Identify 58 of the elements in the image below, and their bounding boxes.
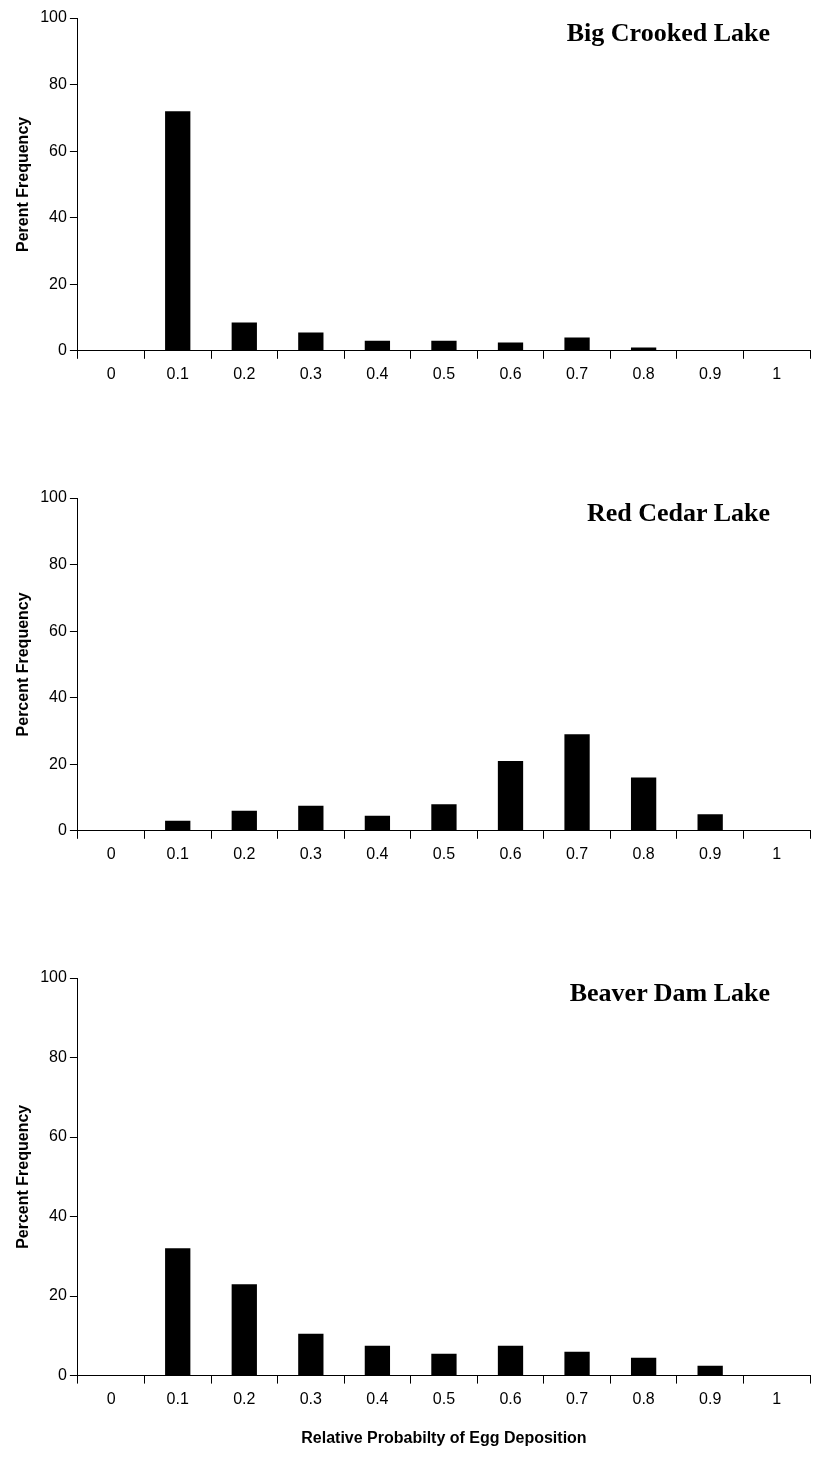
y-tick-label: 80 xyxy=(49,554,67,572)
x-tick-label: 0.6 xyxy=(499,364,522,382)
x-tick-label: 1 xyxy=(772,844,782,862)
x-tick-label: 0.2 xyxy=(233,1389,256,1407)
x-tick-label: 0.1 xyxy=(166,844,189,862)
x-tick-label: 0.8 xyxy=(632,364,655,382)
x-tick-label: 0 xyxy=(106,364,116,382)
x-tick-label: 0.1 xyxy=(166,364,189,382)
y-tick-label: 40 xyxy=(49,688,67,706)
y-tick-label: 0 xyxy=(57,341,67,359)
chart-title: Beaver Dam Lake xyxy=(569,977,770,1007)
x-tick-label: 0.5 xyxy=(432,844,456,862)
x-tick-label: 0.3 xyxy=(299,364,323,382)
x-tick-label: 0 xyxy=(106,1389,116,1407)
x-tick-label: 0.3 xyxy=(299,1389,323,1407)
y-tick-label: 80 xyxy=(49,1047,67,1065)
x-tick-label: 0.9 xyxy=(699,364,722,382)
x-axis-title: Relative Probabilty of Egg Deposition xyxy=(301,1428,587,1446)
x-tick-label: 0.1 xyxy=(166,1389,189,1407)
x-tick-label: 0.9 xyxy=(699,844,722,862)
chart-title: Red Cedar Lake xyxy=(587,497,770,527)
x-tick-label: 0.5 xyxy=(432,1389,456,1407)
x-tick-label: 0.3 xyxy=(299,844,323,862)
x-tick-label: 0 xyxy=(106,844,116,862)
x-tick-label: 1 xyxy=(772,364,782,382)
x-tick-label: 0.2 xyxy=(233,364,256,382)
y-tick-label: 0 xyxy=(57,1366,67,1384)
x-tick-label: 0.9 xyxy=(699,1389,722,1407)
x-tick-label: 0.7 xyxy=(565,1389,589,1407)
x-tick-label: 0.6 xyxy=(499,1389,522,1407)
x-tick-label: 0.6 xyxy=(499,844,522,862)
y-tick-label: 60 xyxy=(49,621,67,639)
y-tick-label: 80 xyxy=(49,74,67,92)
y-axis-title: Perent Frequency xyxy=(14,116,32,252)
y-tick-label: 100 xyxy=(40,968,67,986)
y-tick-label: 40 xyxy=(49,1206,67,1224)
y-tick-label: 20 xyxy=(49,1286,67,1304)
x-tick-label: 1 xyxy=(772,1389,782,1407)
chart-title: Big Crooked Lake xyxy=(566,17,770,47)
x-tick-label: 0.8 xyxy=(632,844,655,862)
x-tick-label: 0.5 xyxy=(432,364,456,382)
x-tick-label: 0.7 xyxy=(565,844,589,862)
y-tick-label: 100 xyxy=(40,488,67,506)
y-tick-label: 60 xyxy=(49,1127,67,1145)
y-axis-title: Percent Frequency xyxy=(14,592,32,737)
x-tick-label: 0.8 xyxy=(632,1389,655,1407)
y-tick-label: 60 xyxy=(49,141,67,159)
x-tick-label: 0.4 xyxy=(366,1389,389,1407)
y-tick-label: 40 xyxy=(49,208,67,226)
x-tick-label: 0.7 xyxy=(565,364,589,382)
y-tick-label: 100 xyxy=(40,8,67,26)
y-tick-label: 20 xyxy=(49,754,67,772)
y-tick-label: 0 xyxy=(57,821,67,839)
x-tick-label: 0.2 xyxy=(233,844,256,862)
y-tick-label: 20 xyxy=(49,274,67,292)
x-tick-label: 0.4 xyxy=(366,844,389,862)
x-tick-label: 0.4 xyxy=(366,364,389,382)
y-axis-title: Percent Frequency xyxy=(14,1104,32,1249)
